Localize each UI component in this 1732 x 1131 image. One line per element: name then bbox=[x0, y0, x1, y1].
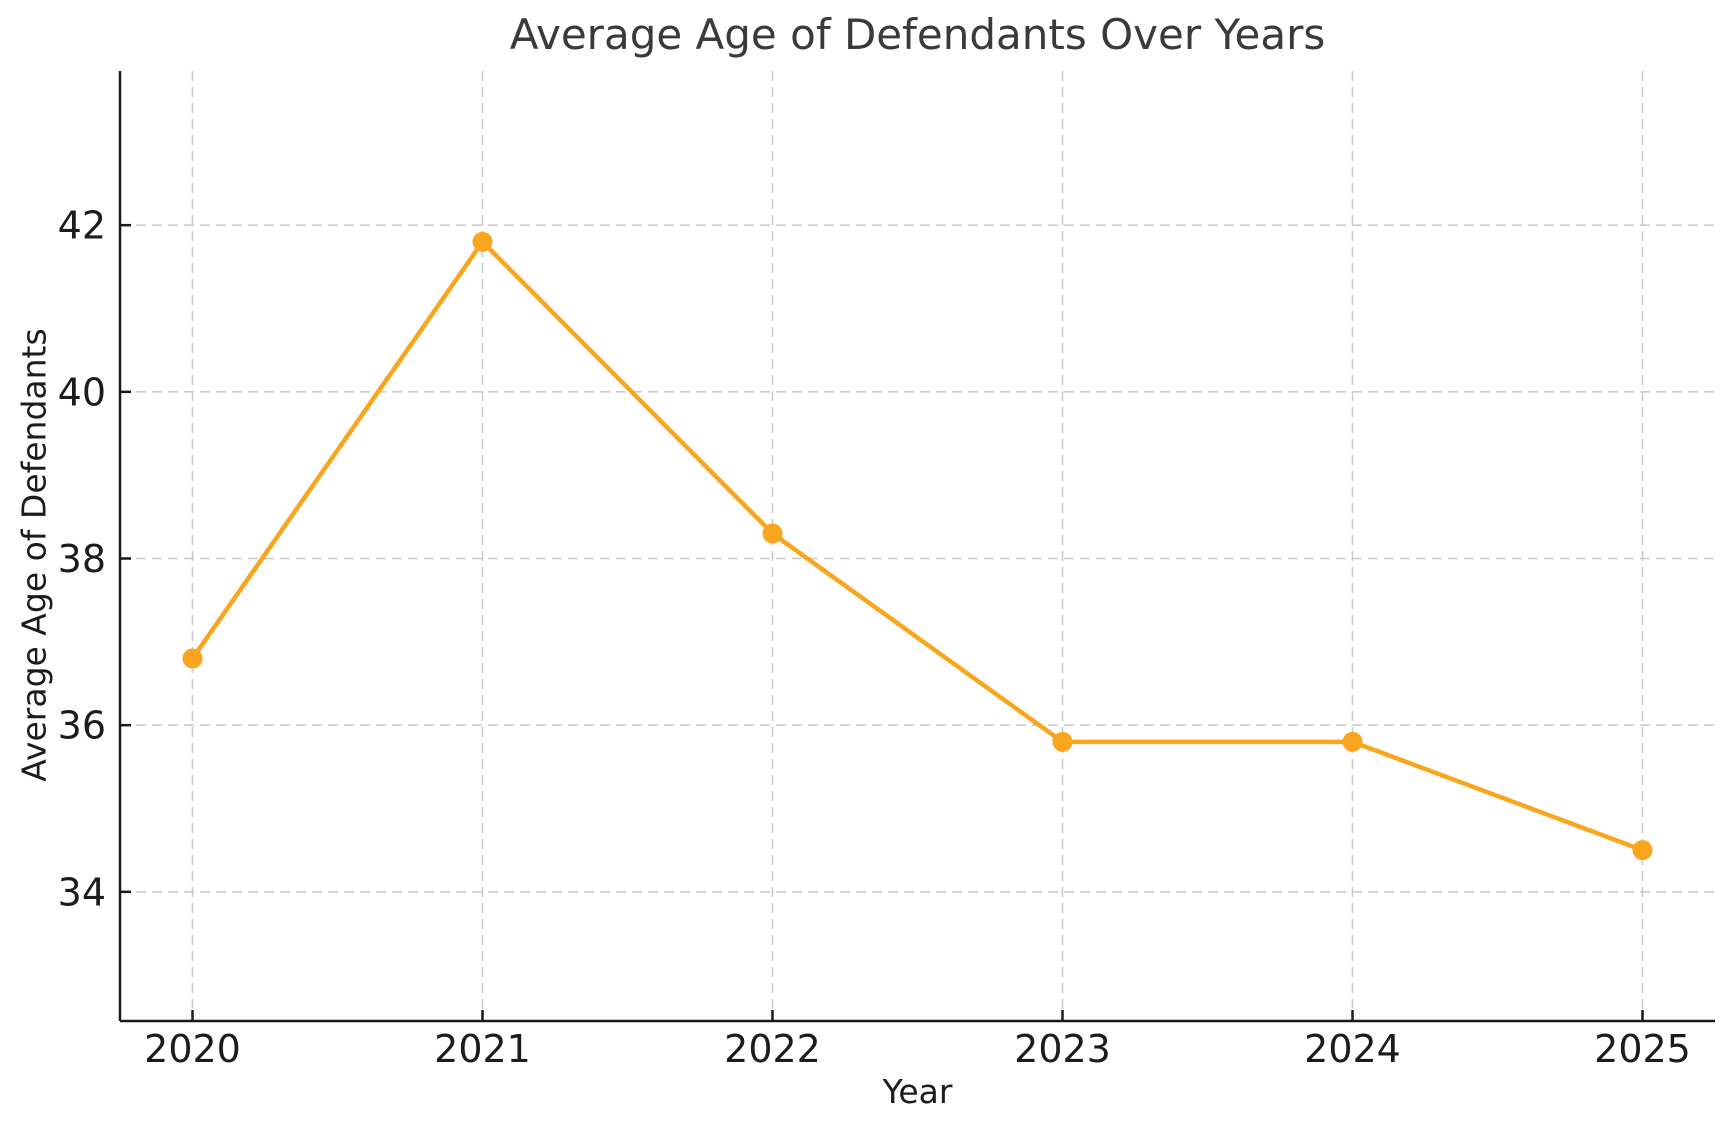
data-point bbox=[472, 231, 493, 252]
y-tick-label: 34 bbox=[58, 870, 106, 914]
gridlines bbox=[120, 71, 1715, 1021]
x-tick-label: 2024 bbox=[1304, 1027, 1401, 1071]
chart-title: Average Age of Defendants Over Years bbox=[509, 10, 1326, 59]
tick-marks bbox=[120, 223, 1644, 1021]
x-tick-label: 2020 bbox=[144, 1027, 241, 1071]
x-tick-label: 2025 bbox=[1594, 1027, 1691, 1071]
data-point bbox=[1632, 840, 1653, 861]
x-tick-label: 2023 bbox=[1014, 1027, 1111, 1071]
data-point bbox=[1342, 731, 1363, 752]
data-series bbox=[182, 231, 1653, 861]
data-point bbox=[1052, 731, 1073, 752]
data-point bbox=[182, 648, 203, 669]
y-tick-label: 38 bbox=[58, 537, 106, 581]
axes-spines bbox=[118, 71, 1715, 1023]
x-tick-label: 2021 bbox=[434, 1027, 531, 1071]
data-line bbox=[190, 239, 1645, 853]
tick-labels: 34 36 38 40 42 2020 2021 2022 2023 2024 2025 bbox=[58, 204, 1691, 1071]
data-point bbox=[762, 523, 783, 544]
y-tick-label: 40 bbox=[58, 370, 106, 414]
y-tick-label: 42 bbox=[58, 204, 106, 248]
x-axis-label: Year bbox=[882, 1072, 953, 1111]
x-tick-label: 2022 bbox=[724, 1027, 821, 1071]
y-tick-label: 36 bbox=[58, 704, 106, 748]
